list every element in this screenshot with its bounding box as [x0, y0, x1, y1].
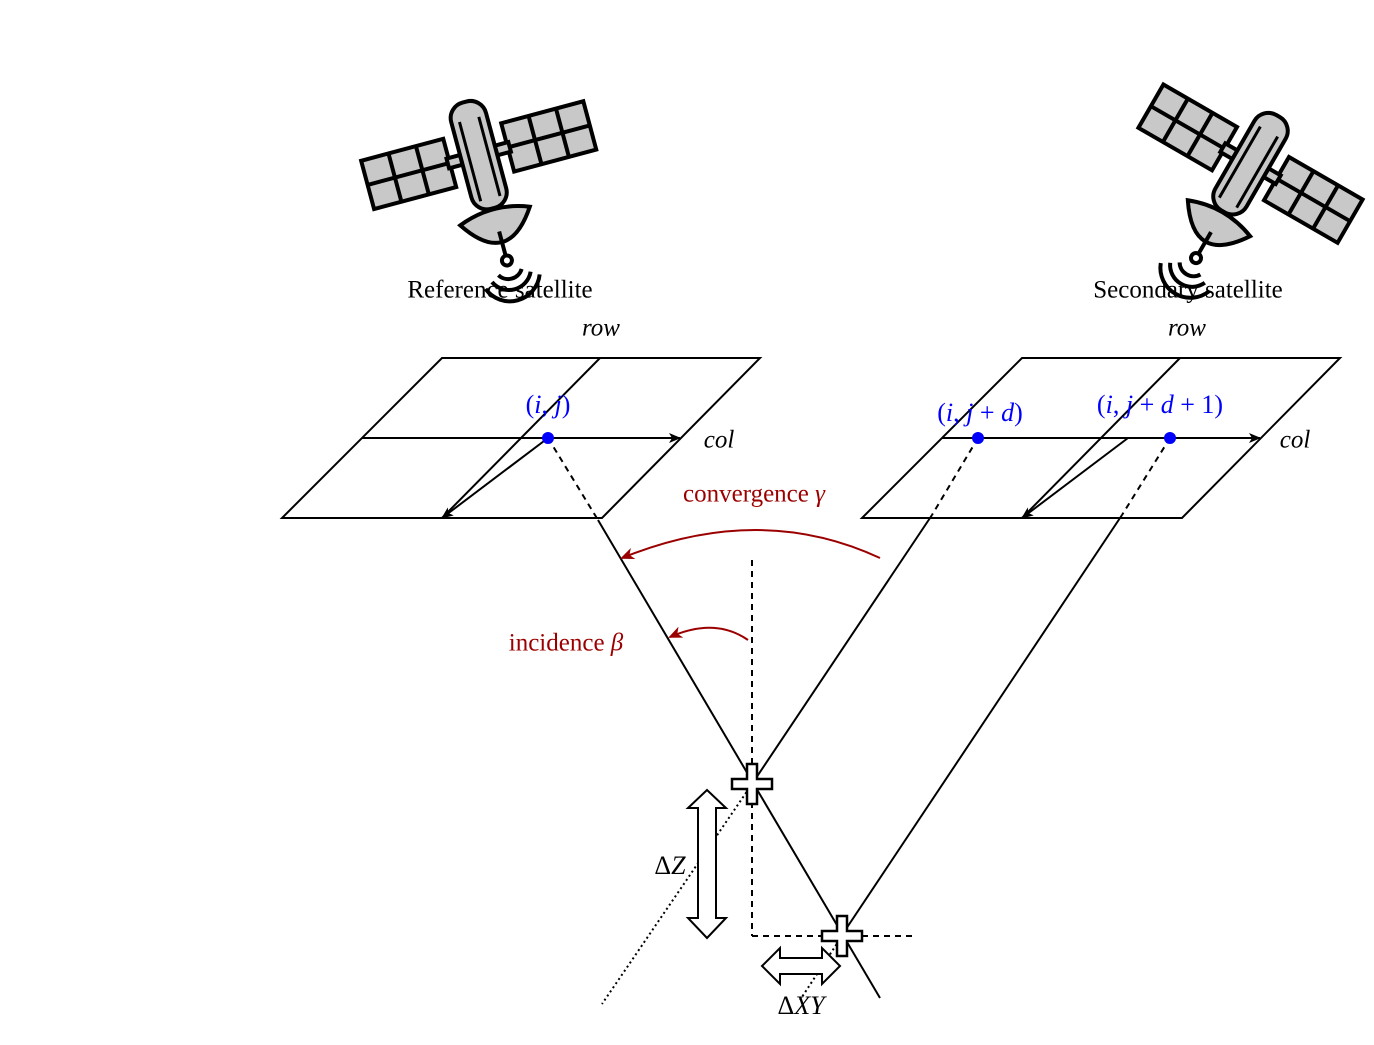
reference-row-label: row: [582, 314, 620, 342]
pixel-sec2-label: (i, j + d + 1): [1096, 390, 1224, 419]
pixel-ref-label: (i, j): [525, 390, 571, 419]
secondary-satellite-label: Secondary satellite: [1093, 276, 1283, 304]
convergence-arc: [620, 529, 881, 560]
incidence-arc: [668, 626, 749, 641]
convergence-label: convergence γ: [683, 480, 825, 508]
delta-z-label: ΔZ: [654, 851, 686, 880]
delta-xy-arrow: [760, 945, 842, 987]
reference-col-label: col: [703, 426, 735, 454]
reference-satellite-label: Reference satellite: [407, 276, 593, 304]
viewing-rays: [547, 437, 1171, 1005]
pixel-sec1-dot: [972, 432, 984, 444]
pixel-sec1-label: (i, j + d): [937, 398, 1023, 427]
intersection-cross-upper: [730, 762, 774, 806]
secondary-image-grid: [859, 357, 1343, 519]
incidence-label: incidence β: [508, 629, 624, 657]
secondary-satellite-icon: [1073, 56, 1374, 354]
pixel-ref-dot: [542, 432, 554, 444]
secondary-col-label: col: [1279, 426, 1311, 454]
pixel-sec2-dot: [1164, 432, 1176, 444]
secondary-row-label: row: [1168, 314, 1206, 342]
intersection-cross-lower: [820, 914, 864, 958]
delta-z-arrow: [685, 788, 729, 940]
delta-xy-label: ΔXY: [777, 991, 825, 1020]
reference-image-grid: [279, 357, 763, 519]
